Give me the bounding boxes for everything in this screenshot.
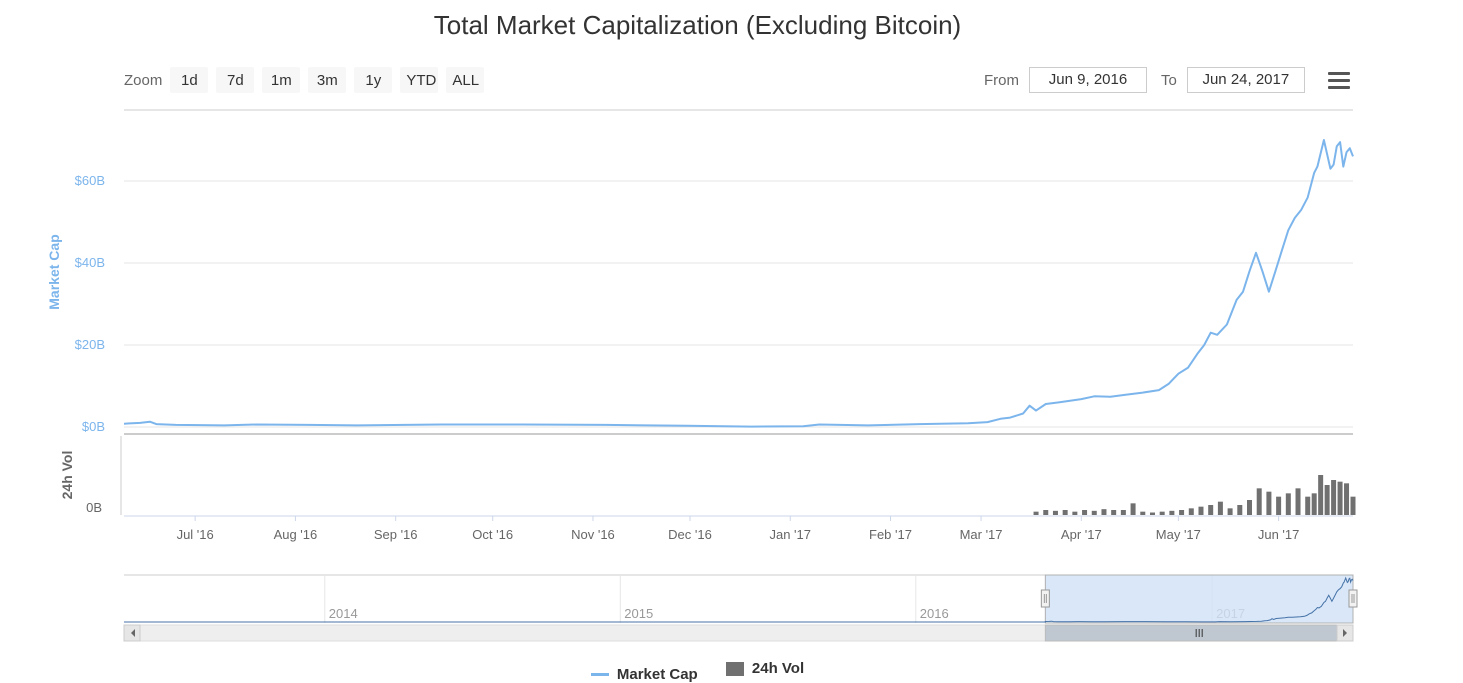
volume-bar xyxy=(1033,511,1039,515)
handle-body xyxy=(1348,589,1358,608)
volume-bar xyxy=(1237,505,1243,515)
x-tick-label: Oct '16 xyxy=(472,527,513,542)
volume-bar xyxy=(1149,512,1155,515)
navigator-right-handle[interactable] xyxy=(1348,589,1358,608)
x-tick-label: Feb '17 xyxy=(869,527,912,542)
volume-bar xyxy=(1179,510,1185,515)
zoom-1m-button[interactable]: 1m xyxy=(262,67,301,93)
volume-bar xyxy=(1295,488,1301,515)
y-axis-title-volume: 24h Vol xyxy=(59,451,75,500)
volume-bar xyxy=(1111,510,1117,515)
zoom-all-button[interactable]: ALL xyxy=(446,67,485,93)
zoom-7d-button[interactable]: 7d xyxy=(216,67,255,93)
volume-bar xyxy=(1331,480,1337,515)
legend-label-24h-vol: 24h Vol xyxy=(751,660,805,677)
volume-bar xyxy=(1318,475,1324,515)
x-tick-label: Nov '16 xyxy=(571,527,615,542)
x-tick-label: Jan '17 xyxy=(769,527,811,542)
zoom-1d-button[interactable]: 1d xyxy=(170,67,209,93)
volume-bar xyxy=(1256,488,1262,515)
navigator-series-line xyxy=(124,576,1354,623)
from-date-input[interactable]: Jun 9, 2016 xyxy=(1029,67,1147,93)
zoom-1y-button[interactable]: 1y xyxy=(354,67,393,93)
navigator-label: 2016 xyxy=(920,606,949,621)
volume-bar xyxy=(1276,496,1282,515)
volume-bar xyxy=(1052,510,1058,515)
navigator-label: 2014 xyxy=(329,606,358,621)
volume-bar xyxy=(1198,506,1204,515)
zoom-selector: Zoom 1d 7d 1m 3m 1y YTD ALL xyxy=(124,66,492,94)
x-tick-label: Jun '17 xyxy=(1258,527,1300,542)
volume-bars xyxy=(1033,475,1356,515)
x-tick-label: Dec '16 xyxy=(668,527,712,542)
y-axis: $0B $20B $40B $60B Market Cap 0B 24h Vol xyxy=(46,173,105,515)
volume-bar xyxy=(1072,511,1078,515)
date-range-inputs: From Jun 9, 2016 To Jun 24, 2017 xyxy=(984,66,1319,94)
y-tick-label-volume: 0B xyxy=(86,500,102,515)
volume-bar xyxy=(1324,485,1330,515)
volume-bar xyxy=(1159,511,1165,515)
handle-body xyxy=(1040,589,1050,608)
x-tick-label: Apr '17 xyxy=(1061,527,1102,542)
y-tick-label: $20B xyxy=(75,337,105,352)
volume-bar xyxy=(1305,496,1311,515)
volume-bar xyxy=(1082,510,1088,515)
volume-bar xyxy=(1062,510,1068,515)
to-label: To xyxy=(1161,71,1177,89)
volume-bar xyxy=(1266,491,1272,515)
y-tick-label: $40B xyxy=(75,255,105,270)
volume-bar xyxy=(1130,503,1136,515)
hamburger-menu-icon[interactable] xyxy=(1328,72,1350,90)
arrow-left-icon xyxy=(131,629,135,637)
legend-item-market-cap[interactable]: Market Cap xyxy=(590,665,698,683)
x-tick-label: Aug '16 xyxy=(274,527,318,542)
y-tick-label: $60B xyxy=(75,173,105,188)
x-tick-label: Mar '17 xyxy=(960,527,1003,542)
legend-item-24h-vol[interactable]: 24h Vol xyxy=(725,660,805,677)
volume-bar xyxy=(1350,496,1356,515)
line-swatch-icon xyxy=(590,672,609,676)
navigator-label: 2015 xyxy=(624,606,653,621)
grid-layer xyxy=(120,109,1353,515)
x-tick-label: Sep '16 xyxy=(374,527,418,542)
volume-bar xyxy=(1285,493,1291,515)
volume-bar xyxy=(1101,509,1107,515)
to-date-input[interactable]: Jun 24, 2017 xyxy=(1186,67,1305,93)
volume-bar xyxy=(1091,510,1097,515)
volume-bar xyxy=(1188,508,1194,515)
bar-swatch-icon xyxy=(725,661,744,676)
arrow-right-icon xyxy=(1343,629,1347,637)
chart-title: Total Market Capitalization (Excluding B… xyxy=(433,10,962,40)
market-cap-series xyxy=(123,139,1354,428)
zoom-ytd-button[interactable]: YTD xyxy=(400,67,439,93)
volume-bar xyxy=(1043,510,1049,515)
y-tick-label: $0B xyxy=(82,419,105,434)
zoom-3m-button[interactable]: 3m xyxy=(308,67,347,93)
x-tick-label: May '17 xyxy=(1156,527,1201,542)
x-axis: Jul '16 Aug '16 Sep '16 Oct '16 Nov '16 Dec '… xyxy=(124,515,1353,542)
volume-bar xyxy=(1311,493,1317,515)
volume-bar xyxy=(1120,510,1126,515)
x-tick-label: Jul '16 xyxy=(177,527,214,542)
legend: Market Cap 24h Vol xyxy=(0,660,1395,683)
volume-bar xyxy=(1208,505,1214,515)
volume-bar xyxy=(1337,481,1343,515)
market-cap-line xyxy=(123,139,1354,428)
volume-bar xyxy=(1140,511,1146,515)
y-axis-title-market-cap: Market Cap xyxy=(46,234,62,309)
navigator-left-handle[interactable] xyxy=(1040,589,1050,608)
legend-label-market-cap: Market Cap xyxy=(616,665,698,683)
navigator[interactable]: 2014201520162017 xyxy=(123,574,1358,642)
zoom-label: Zoom xyxy=(124,71,163,89)
from-label: From xyxy=(984,71,1019,89)
volume-bar xyxy=(1169,510,1175,515)
volume-bar xyxy=(1344,483,1350,515)
volume-bar xyxy=(1227,508,1233,515)
volume-bar xyxy=(1247,500,1253,515)
volume-bar xyxy=(1217,501,1223,515)
